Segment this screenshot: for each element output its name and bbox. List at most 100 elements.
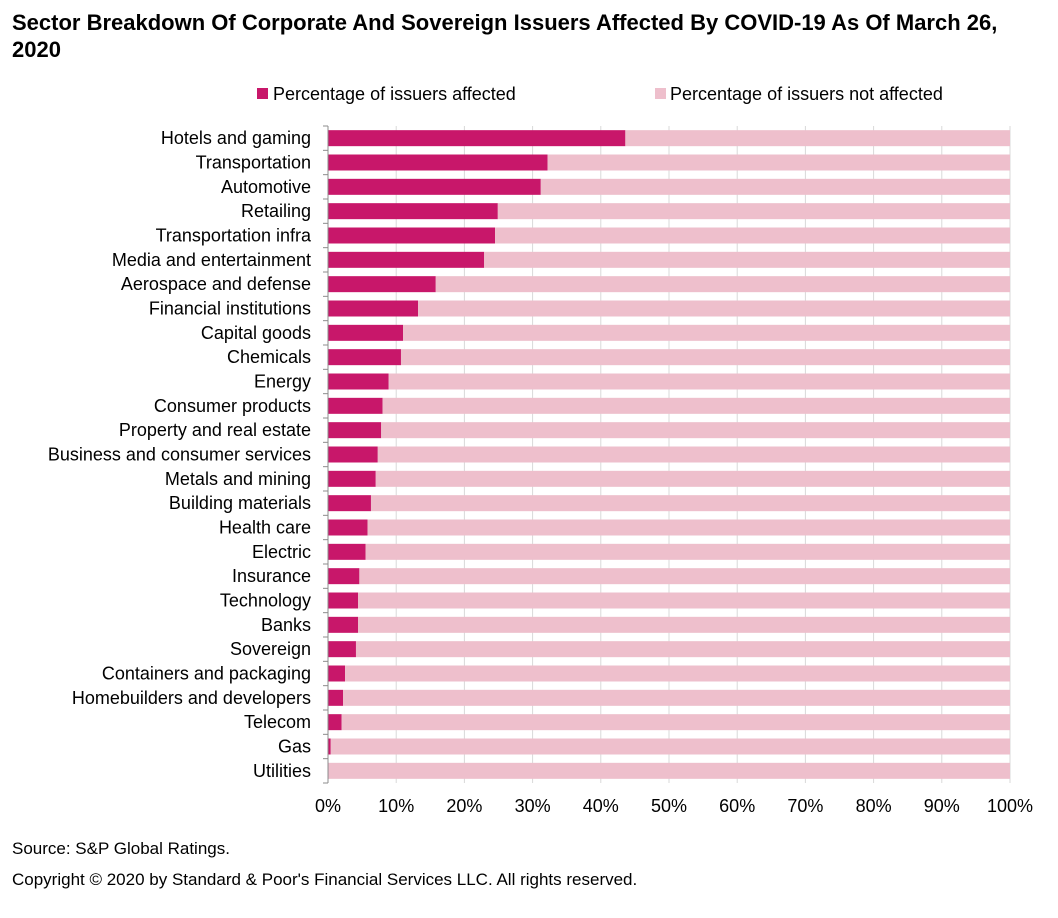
bar-not-affected-transportation xyxy=(547,154,1010,171)
category-label: Business and consumer services xyxy=(48,445,311,465)
category-label: Transportation xyxy=(196,153,311,173)
x-tick-label: 20% xyxy=(446,796,482,816)
x-tick-label: 30% xyxy=(515,796,551,816)
legend-swatch-not-affected xyxy=(655,88,666,99)
x-tick-label: 10% xyxy=(378,796,414,816)
bar-not-affected-aerospace-and-defense xyxy=(435,276,1011,293)
bar-affected-homebuilders-and-developers xyxy=(328,689,344,706)
bar-not-affected-homebuilders-and-developers xyxy=(343,689,1010,706)
legend-label-affected: Percentage of issuers affected xyxy=(273,84,516,104)
category-label: Media and entertainment xyxy=(112,250,311,270)
category-label: Homebuilders and developers xyxy=(72,688,311,708)
bar-affected-energy xyxy=(328,373,389,390)
axes xyxy=(323,125,329,784)
category-label: Health care xyxy=(219,518,311,538)
bar-not-affected-utilities xyxy=(328,762,1010,779)
bar-affected-insurance xyxy=(328,568,360,585)
bar-affected-retailing xyxy=(328,203,498,220)
bar-affected-transportation xyxy=(328,154,548,171)
category-label: Energy xyxy=(254,372,311,392)
category-label: Hotels and gaming xyxy=(161,128,311,148)
legend: Percentage of issuers affected Percentag… xyxy=(257,84,943,104)
x-tick-label: 0% xyxy=(315,796,341,816)
bar-not-affected-insurance xyxy=(359,568,1010,585)
bar-affected-telecom xyxy=(328,714,342,731)
x-tick-label: 90% xyxy=(924,796,960,816)
legend-label-not-affected: Percentage of issuers not affected xyxy=(670,84,943,104)
bar-affected-electric xyxy=(328,543,366,560)
bar-affected-sovereign xyxy=(328,641,356,658)
bar-not-affected-sovereign xyxy=(355,641,1010,658)
category-label: Utilities xyxy=(253,761,311,781)
bar-affected-technology xyxy=(328,592,359,609)
category-label: Financial institutions xyxy=(149,299,311,319)
bar-not-affected-health-care xyxy=(367,519,1010,536)
category-label: Banks xyxy=(261,615,311,635)
bar-not-affected-chemicals xyxy=(400,349,1010,366)
bar-not-affected-retailing xyxy=(497,203,1010,220)
bar-affected-metals-and-mining xyxy=(328,470,376,487)
category-label: Metals and mining xyxy=(165,469,311,489)
x-tick-label: 100% xyxy=(987,796,1033,816)
category-label: Transportation infra xyxy=(156,226,312,246)
copyright-note: Copyright © 2020 by Standard & Poor's Fi… xyxy=(12,870,638,889)
bar-not-affected-electric xyxy=(365,543,1010,560)
bar-affected-building-materials xyxy=(328,495,371,512)
bar-not-affected-capital-goods xyxy=(403,324,1010,341)
category-label: Gas xyxy=(278,737,311,757)
bar-affected-automotive xyxy=(328,178,541,195)
category-label: Containers and packaging xyxy=(102,664,311,684)
x-tick-label: 40% xyxy=(583,796,619,816)
category-labels: Hotels and gaming Transportation Automotiv… xyxy=(48,128,312,781)
bar-not-affected-metals-and-mining xyxy=(375,470,1010,487)
x-tick-label: 60% xyxy=(719,796,755,816)
bar-not-affected-banks xyxy=(358,616,1010,633)
bar-not-affected-building-materials xyxy=(370,495,1010,512)
legend-swatch-affected xyxy=(257,88,268,99)
chart-title: Sector Breakdown Of Corporate And Sovere… xyxy=(12,10,998,62)
bar-not-affected-telecom xyxy=(341,714,1010,731)
bar-not-affected-energy xyxy=(388,373,1010,390)
bar-affected-gas xyxy=(328,738,331,755)
category-label: Technology xyxy=(220,591,311,611)
category-label: Capital goods xyxy=(201,323,311,343)
bar-affected-transportation-infra xyxy=(328,227,496,244)
bar-affected-consumer-products xyxy=(328,397,383,414)
category-label: Consumer products xyxy=(154,396,311,416)
bar-affected-capital-goods xyxy=(328,324,404,341)
category-label: Automotive xyxy=(221,177,311,197)
x-tick-labels: 0% 10% 20% 30% 40% 50% 60% 70% 80% 90% 100% xyxy=(315,796,1033,816)
bar-not-affected-consumer-products xyxy=(382,397,1010,414)
bar-not-affected-transportation-infra xyxy=(495,227,1011,244)
bar-not-affected-hotels-and-gaming xyxy=(625,130,1010,147)
bar-not-affected-media-and-entertainment xyxy=(484,251,1011,268)
x-tick-label: 80% xyxy=(856,796,892,816)
x-tick-label: 50% xyxy=(651,796,687,816)
bar-not-affected-automotive xyxy=(540,178,1010,195)
category-label: Property and real estate xyxy=(119,420,311,440)
bar-affected-hotels-and-gaming xyxy=(328,130,626,147)
source-note: Source: S&P Global Ratings. xyxy=(12,839,230,858)
bar-affected-business-and-consumer-services xyxy=(328,446,378,463)
bar-not-affected-business-and-consumer-services xyxy=(377,446,1010,463)
bar-affected-banks xyxy=(328,616,359,633)
category-label: Retailing xyxy=(241,201,311,221)
bar-not-affected-containers-and-packaging xyxy=(345,665,1010,682)
bar-affected-property-and-real-estate xyxy=(328,422,382,439)
bar-affected-financial-institutions xyxy=(328,300,419,317)
category-label: Aerospace and defense xyxy=(121,274,311,294)
category-label: Chemicals xyxy=(227,347,311,367)
bar-not-affected-financial-institutions xyxy=(418,300,1010,317)
x-tick-label: 70% xyxy=(787,796,823,816)
bar-affected-health-care xyxy=(328,519,368,536)
bar-not-affected-technology xyxy=(358,592,1010,609)
bar-not-affected-gas xyxy=(330,738,1010,755)
bar-affected-media-and-entertainment xyxy=(328,251,485,268)
category-label: Electric xyxy=(252,542,311,562)
bar-affected-chemicals xyxy=(328,349,401,366)
category-label: Telecom xyxy=(244,712,311,732)
bar-not-affected-property-and-real-estate xyxy=(381,422,1010,439)
category-label: Sovereign xyxy=(230,639,311,659)
bar-affected-containers-and-packaging xyxy=(328,665,346,682)
